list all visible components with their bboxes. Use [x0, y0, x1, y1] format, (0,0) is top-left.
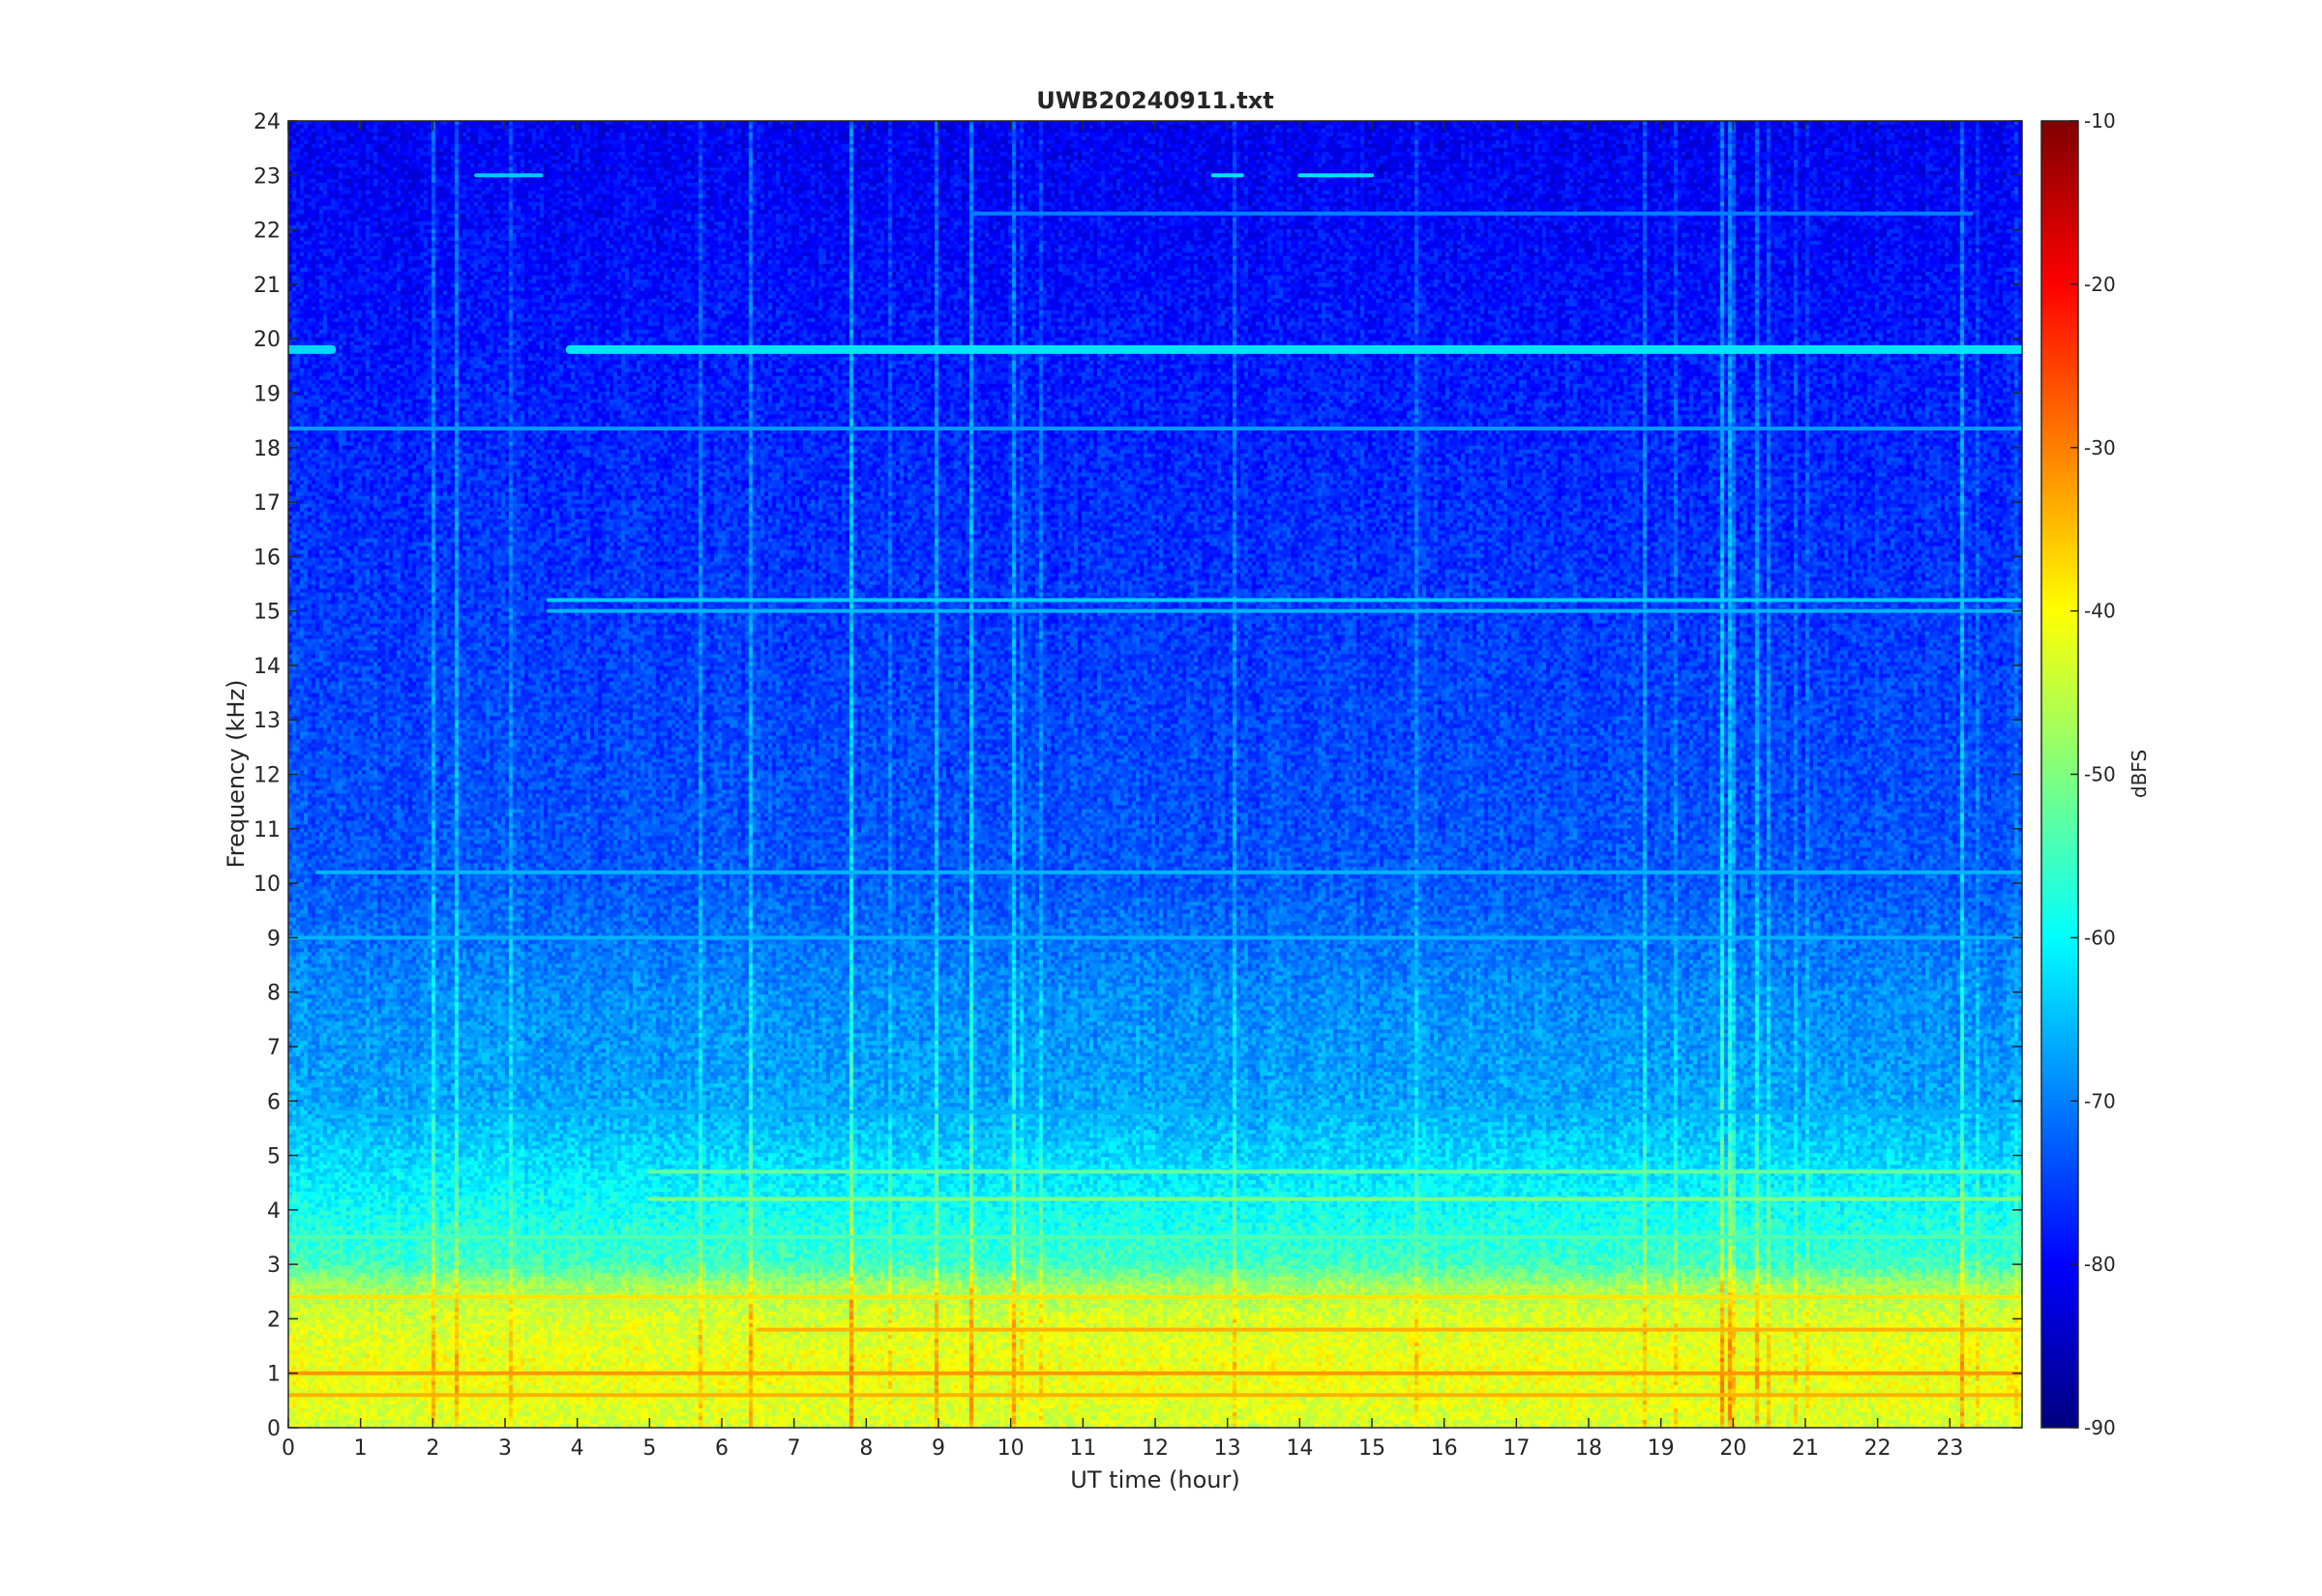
x-tick-label: 6 — [715, 1436, 729, 1461]
colorbar-tick-label: -30 — [2084, 436, 2116, 459]
y-tick-label: 19 — [253, 382, 281, 406]
y-tick-label: 3 — [267, 1254, 281, 1278]
y-tick-label: 0 — [267, 1417, 281, 1441]
y-tick-label: 12 — [253, 764, 281, 788]
x-tick-label: 20 — [1719, 1436, 1746, 1461]
y-tick-label: 14 — [253, 655, 281, 679]
y-tick-label: 15 — [253, 601, 281, 625]
chart-title: UWB20240911.txt — [1036, 87, 1273, 114]
spectrogram-heatmap — [288, 121, 2022, 1428]
x-tick-label: 21 — [1792, 1436, 1819, 1461]
x-tick-label: 7 — [788, 1436, 801, 1461]
x-tick-label: 1 — [354, 1436, 368, 1461]
colorbar-tick-label: -20 — [2084, 273, 2116, 296]
x-tick-label: 22 — [1864, 1436, 1891, 1461]
colorbar-tick-label: -60 — [2084, 926, 2116, 949]
x-tick-label: 2 — [426, 1436, 439, 1461]
colorbar-tick-label: -10 — [2084, 109, 2116, 133]
y-tick-label: 5 — [267, 1145, 281, 1169]
x-tick-label: 9 — [932, 1436, 945, 1461]
y-tick-label: 16 — [253, 546, 281, 570]
y-tick-label: 18 — [253, 437, 281, 461]
x-tick-label: 5 — [642, 1436, 656, 1461]
y-tick-label: 22 — [253, 220, 281, 244]
colorbar-tick-label: -90 — [2084, 1416, 2116, 1439]
x-tick-label: 10 — [997, 1436, 1025, 1461]
y-tick-label: 6 — [267, 1090, 281, 1114]
y-tick-label: 24 — [253, 110, 281, 134]
x-tick-label: 0 — [282, 1436, 295, 1461]
colorbar-tick-label: -70 — [2084, 1089, 2116, 1112]
x-tick-label: 16 — [1431, 1436, 1458, 1461]
colorbar-axis: -90 -80 -70 -60 -50 -40 -30 -20 -10 — [2070, 109, 2116, 1439]
y-tick-label: 17 — [253, 491, 281, 516]
colorbar-tick-label: -40 — [2084, 600, 2116, 623]
y-axis-label: Frequency (kHz) — [223, 680, 250, 869]
x-tick-label: 13 — [1214, 1436, 1241, 1461]
y-tick-label: 23 — [253, 164, 281, 189]
x-tick-label: 18 — [1575, 1436, 1602, 1461]
y-tick-label: 21 — [253, 274, 281, 298]
y-tick-label: 2 — [267, 1308, 281, 1332]
y-tick-label: 20 — [253, 328, 281, 352]
x-tick-label: 12 — [1142, 1436, 1169, 1461]
narrowband-lines — [288, 173, 2022, 1398]
y-tick-label: 9 — [267, 927, 281, 951]
y-tick-label: 11 — [253, 818, 281, 842]
y-tick-label: 7 — [267, 1036, 281, 1060]
x-tick-label: 19 — [1648, 1436, 1675, 1461]
x-tick-label: 4 — [571, 1436, 584, 1461]
x-tick-label: 14 — [1286, 1436, 1313, 1461]
y-tick-label: 8 — [267, 982, 281, 1006]
colorbar-tick-label: -50 — [2084, 763, 2116, 786]
x-tick-label: 17 — [1503, 1436, 1530, 1461]
x-axis-label: UT time (hour) — [1070, 1466, 1239, 1493]
x-tick-label: 3 — [498, 1436, 512, 1461]
x-tick-label: 23 — [1936, 1436, 1963, 1461]
y-tick-label: 4 — [267, 1199, 281, 1224]
x-tick-label: 11 — [1069, 1436, 1096, 1461]
colorbar-label: dBFS — [2128, 750, 2151, 798]
y-tick-label: 10 — [253, 872, 281, 897]
x-axis: 0 1 2 3 4 5 6 7 8 9 10 11 12 13 14 15 16 17 18 19 20 21 22 23 — [282, 121, 1963, 1461]
y-tick-label: 1 — [267, 1363, 281, 1387]
colorbar-tick-label: -80 — [2084, 1253, 2116, 1276]
y-tick-label: 13 — [253, 709, 281, 733]
x-tick-label: 8 — [859, 1436, 873, 1461]
x-tick-label: 15 — [1358, 1436, 1385, 1461]
